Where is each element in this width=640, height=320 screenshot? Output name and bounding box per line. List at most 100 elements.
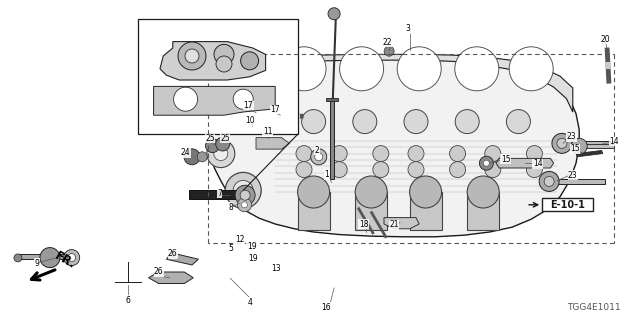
Circle shape <box>216 137 230 151</box>
Text: 17: 17 <box>270 105 280 114</box>
Text: TGG4E1011: TGG4E1011 <box>567 303 621 312</box>
Circle shape <box>225 172 261 208</box>
Circle shape <box>332 146 348 162</box>
Polygon shape <box>256 138 289 149</box>
Circle shape <box>372 162 388 178</box>
Polygon shape <box>166 253 198 265</box>
Polygon shape <box>384 218 419 229</box>
Text: 26: 26 <box>154 268 164 276</box>
Text: 15: 15 <box>570 144 580 153</box>
Circle shape <box>572 138 588 154</box>
Text: 12: 12 <box>236 235 244 244</box>
Text: 14: 14 <box>609 137 620 146</box>
Circle shape <box>14 254 22 262</box>
Polygon shape <box>557 179 605 184</box>
Polygon shape <box>211 54 573 112</box>
Circle shape <box>404 109 428 134</box>
Circle shape <box>509 47 553 91</box>
Polygon shape <box>586 144 614 148</box>
Circle shape <box>207 140 235 168</box>
Text: FR.: FR. <box>52 250 78 272</box>
Text: 25: 25 <box>220 134 230 143</box>
Text: 10: 10 <box>244 116 255 125</box>
Text: 14: 14 <box>532 159 543 168</box>
Circle shape <box>526 162 543 178</box>
Circle shape <box>178 42 206 70</box>
Text: 17: 17 <box>243 101 253 110</box>
Circle shape <box>216 56 232 72</box>
Polygon shape <box>148 272 193 284</box>
Polygon shape <box>19 254 70 259</box>
Circle shape <box>296 146 312 162</box>
Polygon shape <box>138 19 298 134</box>
Circle shape <box>64 250 80 266</box>
Circle shape <box>235 185 255 205</box>
Circle shape <box>449 146 466 162</box>
Circle shape <box>506 109 531 134</box>
Polygon shape <box>467 192 499 230</box>
Circle shape <box>332 162 348 178</box>
Text: 15: 15 <box>500 155 511 164</box>
Text: 9: 9 <box>35 259 40 268</box>
Circle shape <box>173 87 198 111</box>
Text: 4: 4 <box>247 298 252 307</box>
Text: 13: 13 <box>271 264 282 273</box>
Polygon shape <box>189 190 237 199</box>
Circle shape <box>205 139 220 153</box>
Circle shape <box>467 176 499 208</box>
Text: 21: 21 <box>390 220 399 229</box>
Polygon shape <box>410 192 442 230</box>
Circle shape <box>282 47 326 91</box>
Circle shape <box>539 172 559 191</box>
Polygon shape <box>330 99 334 179</box>
Circle shape <box>384 46 394 56</box>
Text: 20: 20 <box>600 35 611 44</box>
Circle shape <box>397 47 441 91</box>
Circle shape <box>408 146 424 162</box>
Text: 5: 5 <box>228 244 233 253</box>
Circle shape <box>328 8 340 20</box>
Text: 6: 6 <box>125 296 131 305</box>
Circle shape <box>214 44 234 64</box>
Polygon shape <box>237 126 266 132</box>
Polygon shape <box>154 86 275 115</box>
Circle shape <box>233 180 253 200</box>
Text: 16: 16 <box>321 303 332 312</box>
Circle shape <box>197 152 207 162</box>
Polygon shape <box>496 158 554 168</box>
Text: 19: 19 <box>248 254 258 263</box>
Text: E-10-1: E-10-1 <box>550 200 585 210</box>
Polygon shape <box>211 59 579 237</box>
Circle shape <box>483 160 490 166</box>
Polygon shape <box>570 141 614 146</box>
Circle shape <box>449 162 466 178</box>
Circle shape <box>315 153 323 161</box>
Circle shape <box>485 146 501 162</box>
Circle shape <box>301 109 326 134</box>
Text: 22: 22 <box>383 38 392 47</box>
Circle shape <box>184 149 200 165</box>
Circle shape <box>408 162 424 178</box>
Polygon shape <box>160 42 266 80</box>
Polygon shape <box>298 192 330 230</box>
Circle shape <box>544 176 554 187</box>
Text: 8: 8 <box>228 203 233 212</box>
Polygon shape <box>355 192 387 230</box>
Circle shape <box>340 47 383 91</box>
Text: 23: 23 <box>568 171 578 180</box>
Circle shape <box>485 162 501 178</box>
Circle shape <box>233 89 253 109</box>
Text: 19: 19 <box>246 242 257 251</box>
Polygon shape <box>326 98 338 101</box>
Circle shape <box>557 138 567 148</box>
Text: 2: 2 <box>314 146 319 155</box>
Text: 26: 26 <box>168 249 178 258</box>
Circle shape <box>355 176 387 208</box>
Text: 24: 24 <box>180 148 191 157</box>
Circle shape <box>526 146 543 162</box>
Circle shape <box>296 162 312 178</box>
Circle shape <box>185 49 199 63</box>
Circle shape <box>311 149 327 165</box>
Text: 18: 18 <box>359 220 368 228</box>
Circle shape <box>552 133 572 153</box>
